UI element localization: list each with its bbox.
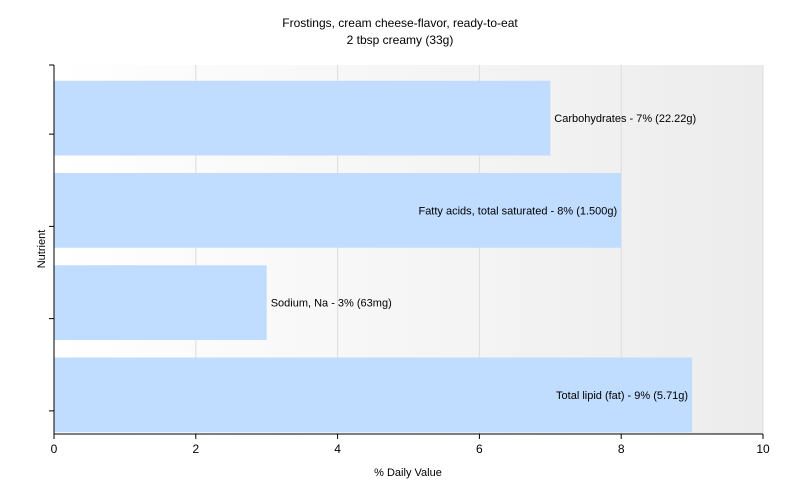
axes: 0 2 4 6 8 10 — [49, 64, 770, 456]
x-tick-label: 10 — [756, 442, 770, 456]
x-tick-label: 6 — [476, 442, 483, 456]
bar — [54, 265, 267, 340]
x-axis-label: % Daily Value — [374, 467, 442, 479]
bars: Carbohydrates - 7% (22.22g) Fatty acids, … — [54, 80, 696, 433]
x-tick-label: 2 — [192, 442, 199, 456]
bar — [54, 80, 551, 156]
bar-data-label: Fatty acids, total saturated - 8% (1.500… — [418, 205, 617, 217]
bar-data-label: Carbohydrates - 7% (22.22g) — [554, 113, 696, 125]
x-tick-label: 8 — [618, 442, 625, 456]
y-axis-label: Nutrient — [36, 230, 48, 269]
bar-data-label: Total lipid (fat) - 9% (5.71g) — [556, 390, 688, 402]
x-tick-label: 0 — [51, 442, 58, 456]
bar — [54, 357, 693, 433]
bar-data-label: Sodium, Na - 3% (63mg) — [271, 298, 392, 310]
x-tick-label: 4 — [334, 442, 341, 456]
chart-title: Frostings, cream cheese-flavor, ready-to… — [282, 16, 518, 30]
bar — [54, 173, 622, 248]
chart-subtitle: 2 tbsp creamy (33g) — [347, 33, 454, 47]
